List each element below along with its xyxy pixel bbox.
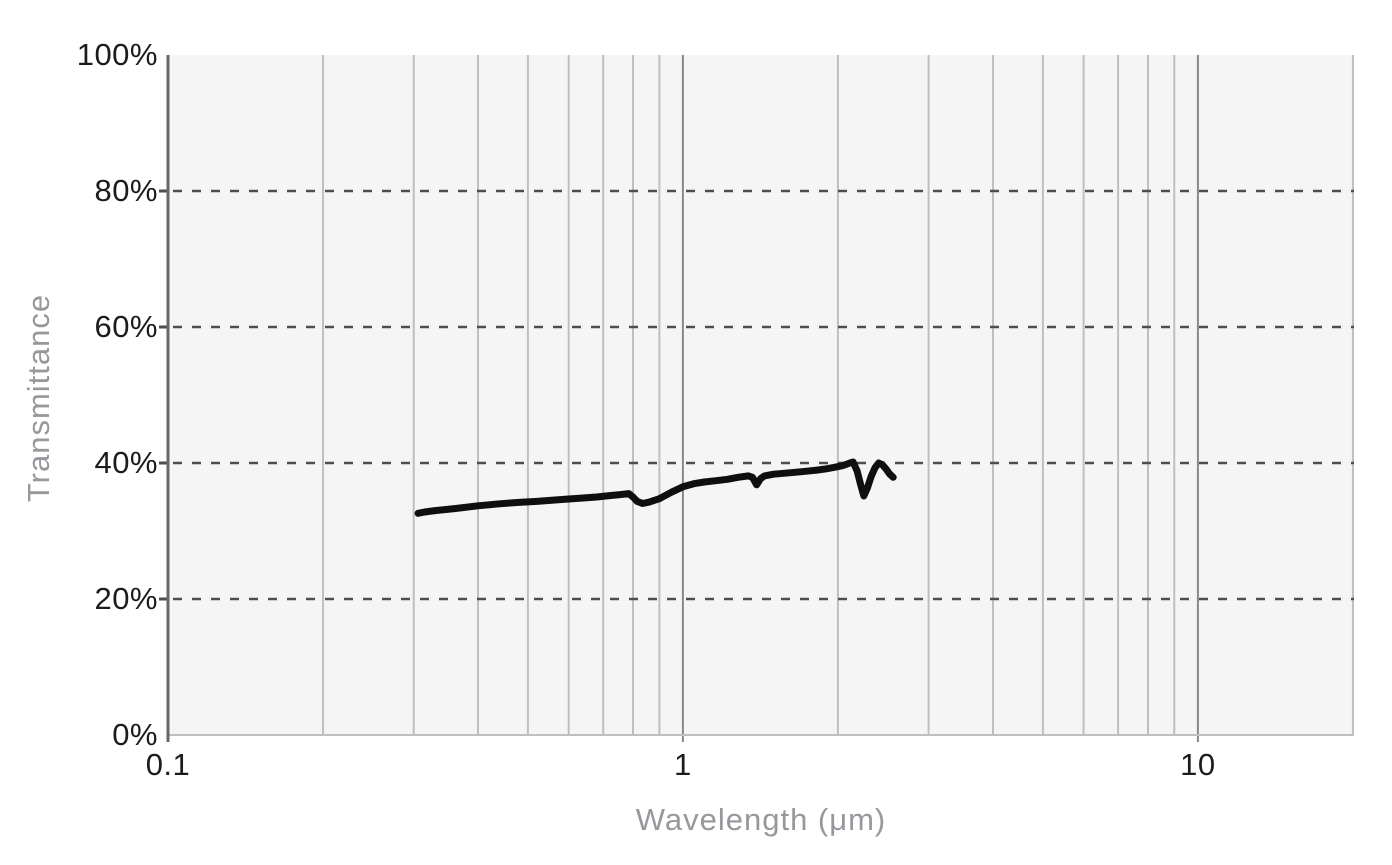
y-tick-label: 80% — [94, 173, 158, 208]
x-axis-title: Wavelength (μm) — [635, 802, 887, 837]
y-tick-label: 0% — [112, 717, 158, 752]
x-tick-label: 1 — [674, 747, 692, 782]
chart-svg — [159, 55, 1354, 742]
transmittance-curve — [414, 458, 897, 517]
y-tick-label: 60% — [94, 309, 158, 344]
x-tick-label: 0.1 — [145, 747, 191, 782]
y-tick-label: 40% — [94, 445, 158, 480]
y-axis-title: Transmittance — [21, 293, 56, 503]
y-tick-label: 20% — [94, 581, 158, 616]
plot-area — [159, 55, 1354, 742]
y-tick-label: 100% — [76, 37, 158, 72]
x-tick-label: 10 — [1180, 747, 1216, 782]
